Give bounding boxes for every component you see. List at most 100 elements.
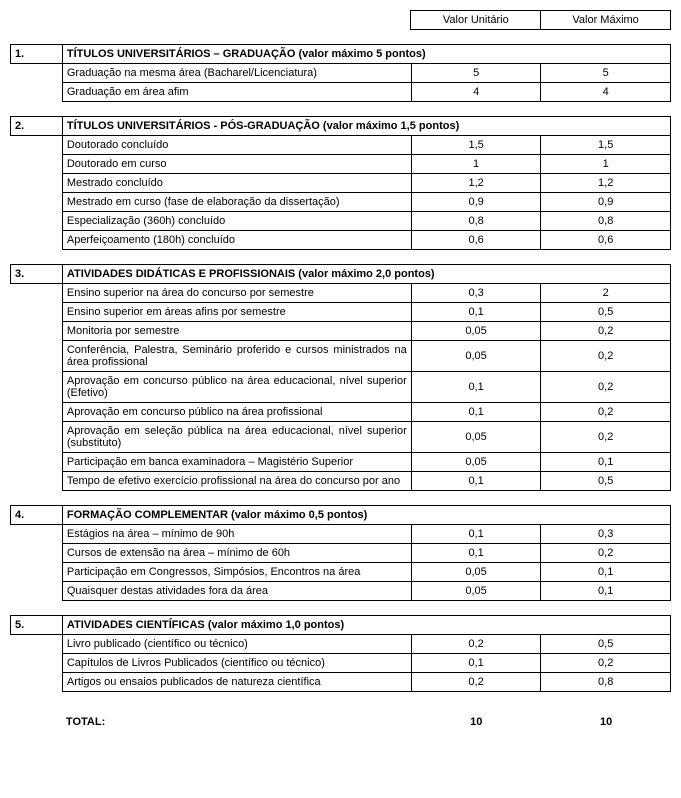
section-title: FORMAÇÃO COMPLEMENTAR (valor máximo 0,5 … [62,506,670,525]
section-number: 4. [11,506,63,525]
row-desc: Artigos ou ensaios publicados de naturez… [62,673,411,692]
table-row: Aprovação em concurso público na área ed… [11,372,671,403]
row-unit: 0,1 [411,403,541,422]
row-desc: Monitoria por semestre [62,322,411,341]
table-row: Mestrado em curso (fase de elaboração da… [11,193,671,212]
table-row: Graduação em área afim44 [11,83,671,102]
row-desc: Especialização (360h) concluído [62,212,411,231]
table-row: Especialização (360h) concluído0,80,8 [11,212,671,231]
row-max: 0,2 [541,544,671,563]
blank [62,11,411,30]
blank [11,525,63,544]
row-unit: 0,05 [411,582,541,601]
row-max: 0,2 [541,403,671,422]
total-table: TOTAL: 10 10 [10,706,671,731]
total-row: TOTAL: 10 10 [10,706,671,731]
row-unit: 4 [411,83,541,102]
section-table: 4.FORMAÇÃO COMPLEMENTAR (valor máximo 0,… [10,505,671,601]
row-desc: Graduação em área afim [62,83,411,102]
section-title: TÍTULOS UNIVERSITÁRIOS – GRADUAÇÃO (valo… [62,45,670,64]
blank [11,322,63,341]
blank [11,174,63,193]
col-header-max: Valor Máximo [541,11,671,30]
section-number: 1. [11,45,63,64]
row-desc: Doutorado concluído [62,136,411,155]
row-desc: Livro publicado (científico ou técnico) [62,635,411,654]
blank [11,212,63,231]
blank [11,372,63,403]
row-max: 4 [541,83,671,102]
header-row: Valor Unitário Valor Máximo [10,11,671,30]
table-row: Monitoria por semestre0,050,2 [11,322,671,341]
section-table: 1.TÍTULOS UNIVERSITÁRIOS – GRADUAÇÃO (va… [10,44,671,102]
table-row: Participação em banca examinadora – Magi… [11,453,671,472]
row-desc: Participação em banca examinadora – Magi… [62,453,411,472]
row-max: 1 [541,155,671,174]
row-desc: Doutorado em curso [62,155,411,174]
row-desc: Tempo de efetivo exercício profissional … [62,472,411,491]
row-max: 0,2 [541,372,671,403]
blank [11,341,63,372]
row-unit: 0,05 [411,422,541,453]
col-header-unit: Valor Unitário [411,11,541,30]
blank [11,193,63,212]
row-desc: Participação em Congressos, Simpósios, E… [62,563,411,582]
blank [11,472,63,491]
section-header-row: 2.TÍTULOS UNIVERSITÁRIOS - PÓS-GRADUAÇÃO… [11,117,671,136]
table-row: Tempo de efetivo exercício profissional … [11,472,671,491]
row-unit: 0,1 [411,372,541,403]
table-row: Estágios na área – mínimo de 90h0,10,3 [11,525,671,544]
section-number: 2. [11,117,63,136]
blank [11,582,63,601]
row-desc: Graduação na mesma área (Bacharel/Licenc… [62,64,411,83]
row-unit: 1 [411,155,541,174]
row-desc: Conferência, Palestra, Seminário proferi… [62,341,411,372]
blank [11,155,63,174]
section-header-row: 5.ATIVIDADES CIENTÍFICAS (valor máximo 1… [11,616,671,635]
blank [11,64,63,83]
row-unit: 0,1 [411,303,541,322]
row-max: 0,2 [541,654,671,673]
section-header-row: 4.FORMAÇÃO COMPLEMENTAR (valor máximo 0,… [11,506,671,525]
row-max: 0,5 [541,303,671,322]
total-label: TOTAL: [62,706,411,731]
row-max: 0,3 [541,525,671,544]
row-unit: 0,1 [411,525,541,544]
row-max: 0,1 [541,453,671,472]
table-row: Graduação na mesma área (Bacharel/Licenc… [11,64,671,83]
blank [11,284,63,303]
row-desc: Mestrado concluído [62,174,411,193]
table-row: Participação em Congressos, Simpósios, E… [11,563,671,582]
row-desc: Quaisquer destas atividades fora da área [62,582,411,601]
row-max: 0,5 [541,635,671,654]
table-row: Ensino superior em áreas afins por semes… [11,303,671,322]
row-unit: 0,05 [411,341,541,372]
section-title: ATIVIDADES DIDÁTICAS E PROFISSIONAIS (va… [62,265,670,284]
total-unit: 10 [411,706,541,731]
section-header-row: 1.TÍTULOS UNIVERSITÁRIOS – GRADUAÇÃO (va… [11,45,671,64]
row-unit: 0,2 [411,673,541,692]
row-max: 1,2 [541,174,671,193]
table-row: Quaisquer destas atividades fora da área… [11,582,671,601]
blank [10,706,62,731]
table-row: Doutorado em curso11 [11,155,671,174]
row-unit: 0,05 [411,453,541,472]
blank [11,453,63,472]
row-max: 0,8 [541,212,671,231]
row-desc: Aprovação em concurso público na área pr… [62,403,411,422]
section-header-row: 3.ATIVIDADES DIDÁTICAS E PROFISSIONAIS (… [11,265,671,284]
blank [11,303,63,322]
section-title: ATIVIDADES CIENTÍFICAS (valor máximo 1,0… [62,616,670,635]
row-unit: 0,6 [411,231,541,250]
row-desc: Capítulos de Livros Publicados (científi… [62,654,411,673]
row-unit: 0,2 [411,635,541,654]
table-row: Ensino superior na área do concurso por … [11,284,671,303]
row-desc: Aperfeiçoamento (180h) concluído [62,231,411,250]
row-desc: Aprovação em concurso público na área ed… [62,372,411,403]
row-max: 1,5 [541,136,671,155]
row-max: 0,9 [541,193,671,212]
row-unit: 0,8 [411,212,541,231]
row-unit: 0,3 [411,284,541,303]
table-row: Doutorado concluído1,51,5 [11,136,671,155]
row-max: 0,1 [541,582,671,601]
